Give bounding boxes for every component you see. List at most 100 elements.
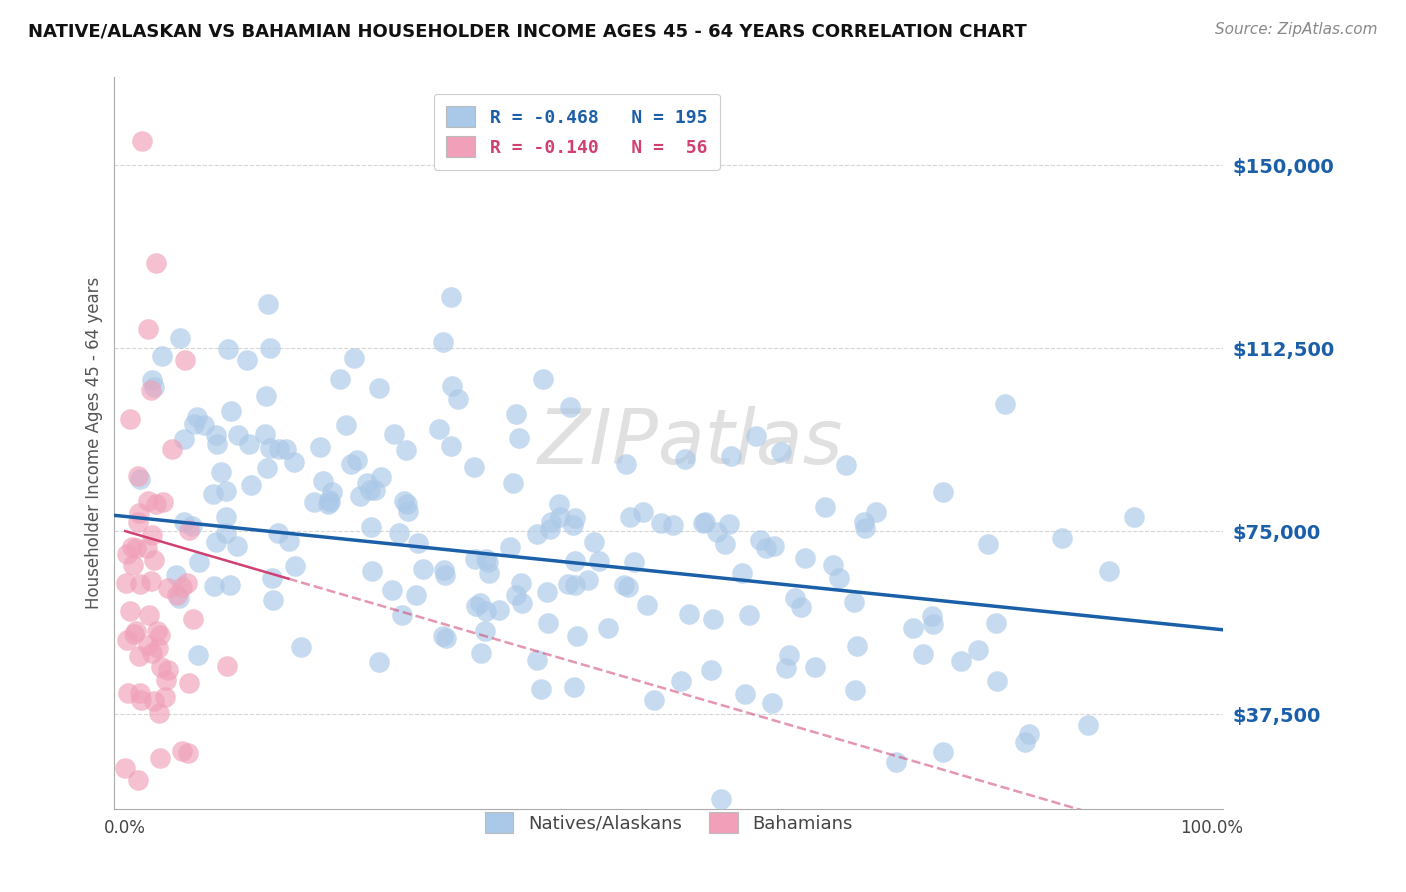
Point — [217, 342, 239, 356]
Point — [267, 442, 290, 456]
Point — [339, 458, 361, 472]
Point — [405, 588, 427, 602]
Point — [321, 484, 343, 499]
Point — [619, 509, 641, 524]
Point — [217, 659, 239, 673]
Point — [932, 745, 955, 759]
Point — [526, 653, 548, 667]
Point — [359, 483, 381, 497]
Point — [136, 494, 159, 508]
Point — [613, 578, 636, 592]
Point — [598, 621, 620, 635]
Point — [775, 660, 797, 674]
Point — [214, 483, 236, 498]
Point — [745, 428, 768, 442]
Point — [127, 515, 149, 529]
Point — [177, 523, 200, 537]
Point — [564, 578, 586, 592]
Point — [370, 470, 392, 484]
Point — [284, 559, 307, 574]
Point — [433, 563, 456, 577]
Point — [650, 516, 672, 530]
Point — [204, 427, 226, 442]
Point — [349, 490, 371, 504]
Point — [396, 504, 419, 518]
Point — [141, 646, 163, 660]
Point — [302, 494, 325, 508]
Point — [427, 422, 450, 436]
Point — [702, 612, 724, 626]
Point — [406, 536, 429, 550]
Point — [318, 493, 340, 508]
Point — [922, 617, 945, 632]
Point — [1018, 727, 1040, 741]
Text: NATIVE/ALASKAN VS BAHAMIAN HOUSEHOLDER INCOME AGES 45 - 64 YEARS CORRELATION CHA: NATIVE/ALASKAN VS BAHAMIAN HOUSEHOLDER I… — [28, 22, 1026, 40]
Point — [886, 755, 908, 769]
Point — [226, 428, 249, 442]
Point — [793, 550, 815, 565]
Point — [157, 582, 180, 596]
Point — [921, 608, 943, 623]
Point — [381, 582, 404, 597]
Point — [557, 577, 579, 591]
Point — [440, 290, 463, 304]
Point — [115, 547, 138, 561]
Point — [631, 505, 654, 519]
Point — [508, 431, 530, 445]
Point — [562, 517, 585, 532]
Point — [173, 515, 195, 529]
Point — [145, 497, 167, 511]
Point — [474, 624, 496, 639]
Point — [256, 460, 278, 475]
Point — [510, 596, 533, 610]
Point — [319, 495, 342, 509]
Point — [215, 509, 238, 524]
Point — [468, 596, 491, 610]
Point — [706, 525, 728, 540]
Point — [842, 594, 865, 608]
Point — [804, 659, 827, 673]
Point — [122, 627, 145, 641]
Point — [755, 541, 778, 556]
Point — [262, 593, 284, 607]
Point — [412, 562, 434, 576]
Point — [949, 654, 972, 668]
Point — [844, 682, 866, 697]
Point — [967, 643, 990, 657]
Point — [368, 380, 391, 394]
Point — [1077, 718, 1099, 732]
Point — [700, 663, 723, 677]
Point — [202, 487, 225, 501]
Point — [693, 515, 716, 529]
Point — [475, 552, 498, 566]
Point — [150, 349, 173, 363]
Point — [141, 528, 163, 542]
Point — [146, 640, 169, 655]
Point — [505, 589, 527, 603]
Point — [463, 460, 485, 475]
Point — [187, 648, 209, 662]
Point — [488, 602, 510, 616]
Point — [257, 296, 280, 310]
Point — [502, 475, 524, 490]
Y-axis label: Householder Income Ages 45 - 64 years: Householder Income Ages 45 - 64 years — [86, 277, 103, 609]
Point — [643, 693, 665, 707]
Point — [128, 577, 150, 591]
Point — [531, 371, 554, 385]
Point — [259, 341, 281, 355]
Point — [911, 647, 934, 661]
Point — [356, 475, 378, 490]
Point — [548, 497, 571, 511]
Point — [478, 566, 501, 581]
Point — [865, 505, 887, 519]
Point — [852, 515, 875, 529]
Point — [259, 442, 281, 456]
Point — [117, 686, 139, 700]
Point — [617, 581, 640, 595]
Point — [360, 520, 382, 534]
Point — [142, 380, 165, 394]
Point — [180, 519, 202, 533]
Point — [160, 442, 183, 456]
Point — [254, 427, 277, 442]
Point — [560, 400, 582, 414]
